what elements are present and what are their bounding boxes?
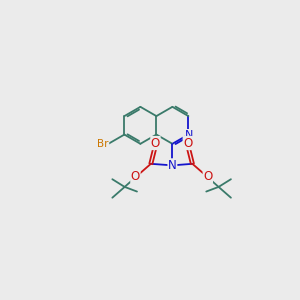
Text: O: O xyxy=(131,169,140,183)
Text: O: O xyxy=(203,169,212,183)
Text: N: N xyxy=(185,130,194,140)
Text: O: O xyxy=(151,136,160,149)
Text: Br: Br xyxy=(97,139,109,149)
Text: N: N xyxy=(168,159,177,172)
Text: O: O xyxy=(183,136,192,149)
